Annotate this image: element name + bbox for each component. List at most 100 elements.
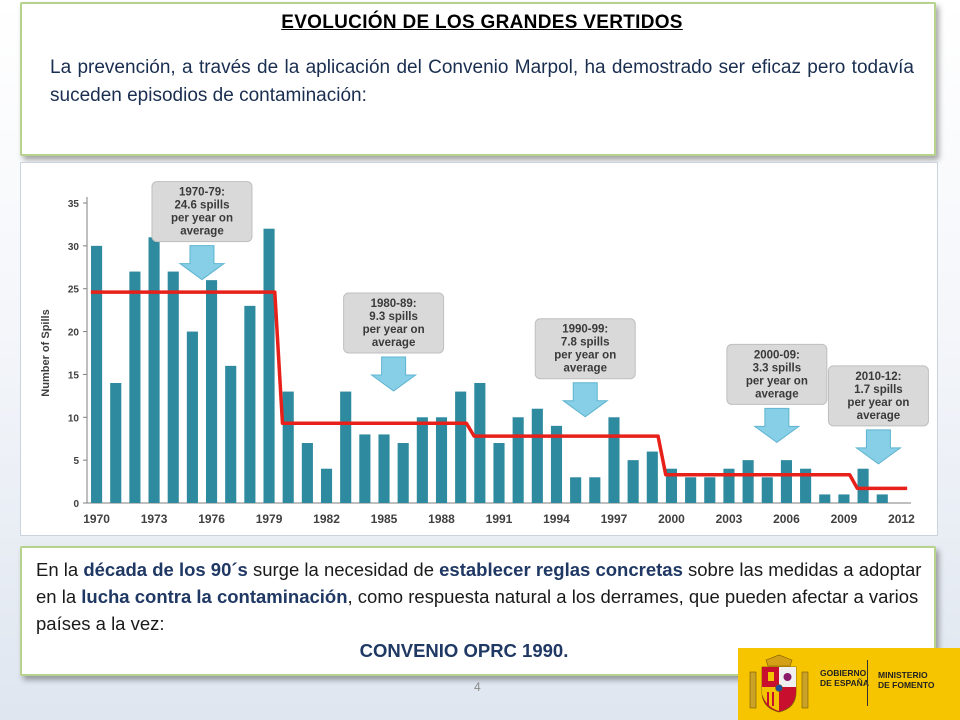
callout-box-3 xyxy=(726,343,828,405)
bar-1970 xyxy=(91,245,103,503)
bar-1996 xyxy=(589,477,601,503)
y-tick-label: 0 xyxy=(73,499,79,510)
bar-2008 xyxy=(819,494,831,503)
page-number: 4 xyxy=(474,680,481,694)
callout-text-2-0: 1990-99: xyxy=(562,324,608,336)
conclusion-emph-fight: lucha contra la contaminación xyxy=(81,586,348,607)
callout-arrow-1 xyxy=(370,356,418,392)
spills-chart: 0 5 10 15 20 25 30 35 Number of Spills 1970 1973 19… xyxy=(40,181,929,526)
x-tick-label: 2012 xyxy=(888,512,915,526)
callout-box-0 xyxy=(151,181,253,243)
callout-text-4-0: 2010-12: xyxy=(855,371,901,383)
y-tick-label: 10 xyxy=(68,413,80,424)
y-tick-label: 15 xyxy=(68,370,80,381)
callout-box-2 xyxy=(534,318,636,380)
slide-title: EVOLUCIÓN DE LOS GRANDES VERTIDOS xyxy=(281,12,683,33)
bar-1991 xyxy=(493,443,505,503)
callout-arrow-2 xyxy=(561,382,609,418)
bar-1976 xyxy=(206,280,218,503)
bar-1998 xyxy=(627,460,639,503)
conclusion-emph-rules: establecer reglas concretas xyxy=(439,559,683,580)
conclusion-text-2: surge la necesidad de xyxy=(247,559,440,580)
bar-1994 xyxy=(550,425,563,503)
bar-1992 xyxy=(512,417,524,503)
bar-2004 xyxy=(742,460,754,503)
convention-name: CONVENIO OPRC 1990 xyxy=(359,640,564,661)
y-tick-label: 30 xyxy=(68,242,80,253)
conclusion-text-3: sobre las medidas a adoptar en la xyxy=(36,559,922,607)
callout-text-2-2: per year on xyxy=(554,350,616,362)
gov-line-1: GOBIERNO xyxy=(820,668,867,678)
callout-text-1-0: 1980-89: xyxy=(371,298,417,310)
bar-1995 xyxy=(570,477,582,503)
callout-text-1-1: 9.3 spills xyxy=(369,311,418,323)
bar-1979 xyxy=(263,228,275,503)
bar-1987 xyxy=(416,417,428,503)
callout-text-0-3: average xyxy=(180,226,223,238)
bar-1993 xyxy=(531,408,543,503)
bar-1973 xyxy=(148,237,160,503)
bar-1990 xyxy=(474,383,486,503)
x-tick-label: 1970 xyxy=(83,512,110,526)
bar-2005 xyxy=(761,477,773,503)
callout-box-4 xyxy=(827,365,929,427)
bar-2007 xyxy=(800,468,812,503)
bar-1977 xyxy=(225,365,237,503)
x-tick-label: 1997 xyxy=(601,512,628,526)
x-tick-label: 1988 xyxy=(428,512,455,526)
callout-text-4-3: average xyxy=(857,410,900,422)
x-tick-label: 2006 xyxy=(773,512,800,526)
gov-line-2: DE ESPAÑA xyxy=(820,678,869,688)
x-tick-label: 1973 xyxy=(141,512,168,526)
y-tick-label: 5 xyxy=(73,456,79,467)
bar-2010 xyxy=(857,468,869,503)
bar-1989 xyxy=(455,391,467,503)
government-text: GOBIERNO DE ESPAÑA xyxy=(820,668,869,688)
x-tick-label: 2000 xyxy=(658,512,685,526)
bar-1983 xyxy=(340,391,352,503)
x-tick-label: 1991 xyxy=(486,512,513,526)
bar-2009 xyxy=(838,494,850,503)
callout-box-1 xyxy=(343,292,445,354)
bar-1980 xyxy=(282,391,294,503)
callout-text-4-2: per year on xyxy=(847,397,909,409)
bar-2003 xyxy=(723,468,735,503)
x-tick-label: 2003 xyxy=(716,512,743,526)
conclusion-emph-decade: década de los 90´s xyxy=(83,559,248,580)
convention-line: CONVENIO OPRC 1990. xyxy=(6,637,922,664)
x-tick-label: 2009 xyxy=(831,512,858,526)
bar-1986 xyxy=(397,443,409,503)
bar-1997 xyxy=(608,417,620,503)
y-tick-label: 25 xyxy=(68,285,80,296)
callout-text-3-2: per year on xyxy=(746,375,808,387)
x-tick-label: 1979 xyxy=(256,512,283,526)
bar-2001 xyxy=(685,477,697,503)
bar-1971 xyxy=(110,383,122,503)
bar-1974 xyxy=(167,271,179,503)
average-line xyxy=(90,290,908,491)
government-logo: GOBIERNO DE ESPAÑA MINISTERIO DE FOMENTO xyxy=(738,648,960,720)
conclusion-text: En la década de los 90´s surge la necesi… xyxy=(36,556,922,664)
callout-arrow-3 xyxy=(753,407,801,444)
callout-text-1-2: per year on xyxy=(363,324,425,336)
callout-text-4-1: 1.7 spills xyxy=(854,384,903,396)
conclusion-text-4: , como respuesta natural a los derrames,… xyxy=(36,586,919,634)
callout-text-0-0: 1970-79: xyxy=(179,187,225,199)
bar-2002 xyxy=(704,477,716,503)
bar-1981 xyxy=(301,443,313,503)
bar-1978 xyxy=(244,305,256,503)
intro-text: La prevención, a través de la aplicación… xyxy=(50,57,914,106)
y-tick-label: 20 xyxy=(68,328,80,339)
y-tick-label: 35 xyxy=(68,199,80,210)
bar-1972 xyxy=(129,271,141,503)
callout-text-0-2: per year on xyxy=(171,213,233,225)
convention-suffix: . xyxy=(563,640,569,661)
conclusion-text-1: En la xyxy=(36,559,84,580)
bar-1982 xyxy=(320,468,333,503)
callout-text-2-1: 7.8 spills xyxy=(561,337,610,349)
min-line-2: DE FOMENTO xyxy=(878,680,935,690)
coat-of-arms-icon xyxy=(749,654,809,713)
callout-text-3-0: 2000-09: xyxy=(754,349,800,361)
spills-chart-panel: 0 5 10 15 20 25 30 35 Number of Spills 1970 1973 19… xyxy=(20,162,938,536)
bar-1988 xyxy=(435,417,448,503)
